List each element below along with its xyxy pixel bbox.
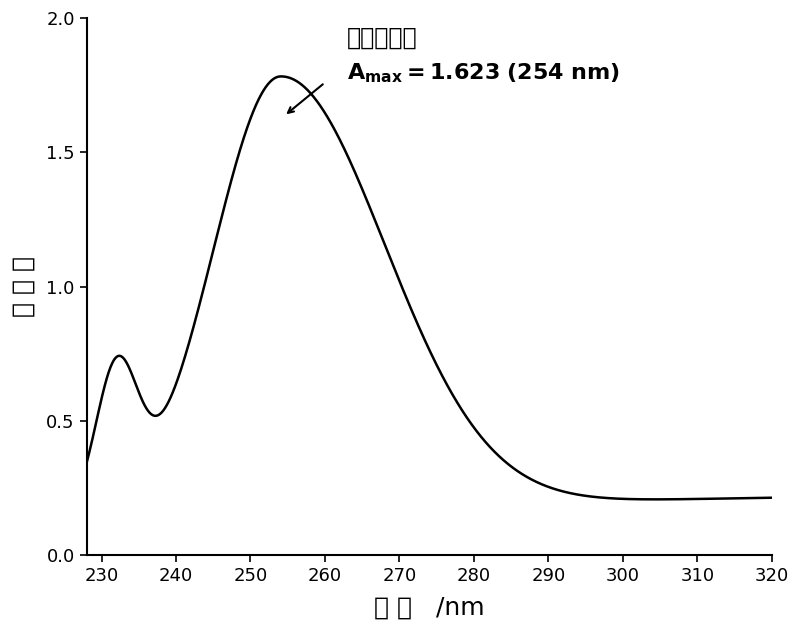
Text: 最大吸光度: 最大吸光度 [347, 26, 418, 50]
Y-axis label: 吸 光 度: 吸 光 度 [11, 256, 35, 317]
Text: $\mathbf{A}_{\mathbf{max}}$$\mathbf{=1.623\ (254\ nm)}$: $\mathbf{A}_{\mathbf{max}}$$\mathbf{=1.6… [347, 61, 620, 85]
X-axis label: 波 长   /nm: 波 长 /nm [374, 596, 485, 620]
